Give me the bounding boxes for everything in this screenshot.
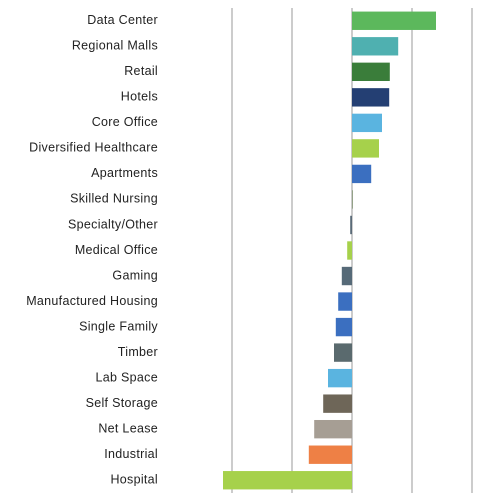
category-label: Specialty/Other (68, 217, 158, 231)
bar (352, 62, 390, 82)
category-label: Hospital (110, 473, 158, 487)
bar (335, 317, 352, 337)
bar (352, 11, 436, 30)
bar (352, 88, 390, 107)
category-label: Manufactured Housing (26, 294, 158, 308)
category-label: Skilled Nursing (70, 192, 158, 206)
bar (338, 292, 352, 311)
category-label: Lab Space (96, 370, 158, 384)
category-label: Self Storage (86, 396, 158, 410)
category-label: Industrial (104, 447, 158, 461)
bar (347, 241, 352, 260)
category-label: Net Lease (98, 421, 158, 435)
category-label: Timber (118, 345, 158, 359)
category-label: Medical Office (75, 243, 158, 257)
category-label: Diversified Healthcare (29, 141, 158, 155)
category-label: Core Office (92, 115, 158, 129)
bar (352, 139, 379, 158)
category-label: Apartments (91, 166, 158, 180)
bar (308, 445, 352, 464)
category-label: Retail (124, 64, 158, 78)
bar (323, 394, 352, 413)
category-label: Single Family (79, 319, 158, 333)
bar (328, 368, 352, 388)
bar (352, 164, 372, 184)
bar (223, 471, 352, 490)
bar (352, 113, 382, 133)
bar (314, 419, 352, 439)
bar (350, 215, 352, 235)
bar (352, 190, 353, 209)
bar (352, 37, 399, 56)
bar (334, 343, 352, 362)
bar (341, 266, 352, 286)
category-label: Regional Malls (72, 39, 158, 53)
category-label: Data Center (87, 13, 158, 27)
category-label: Gaming (112, 268, 158, 282)
category-label: Hotels (121, 90, 158, 104)
